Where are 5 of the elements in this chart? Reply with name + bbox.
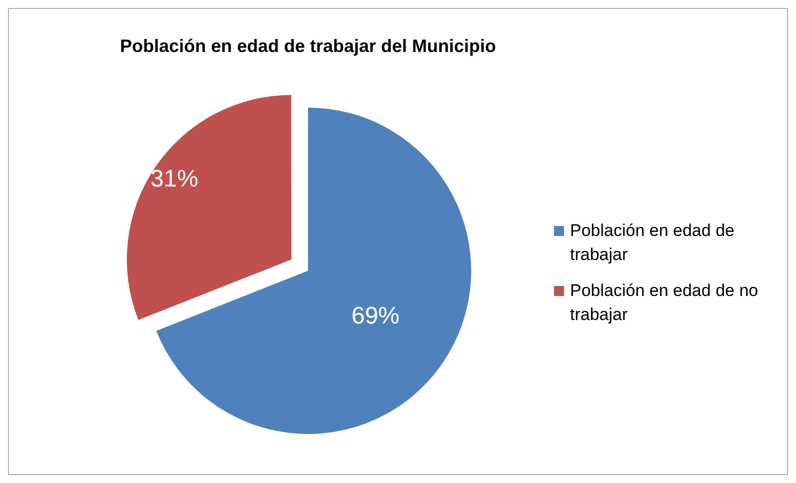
data-label: 31% [150,166,198,193]
legend-label: Población en edad de trabajar [570,220,736,266]
data-label: 69% [351,302,400,330]
chart-title: Población en edad de trabajar del Municipio [120,36,496,56]
legend-label: Población en edad de no trabajar [570,280,760,326]
